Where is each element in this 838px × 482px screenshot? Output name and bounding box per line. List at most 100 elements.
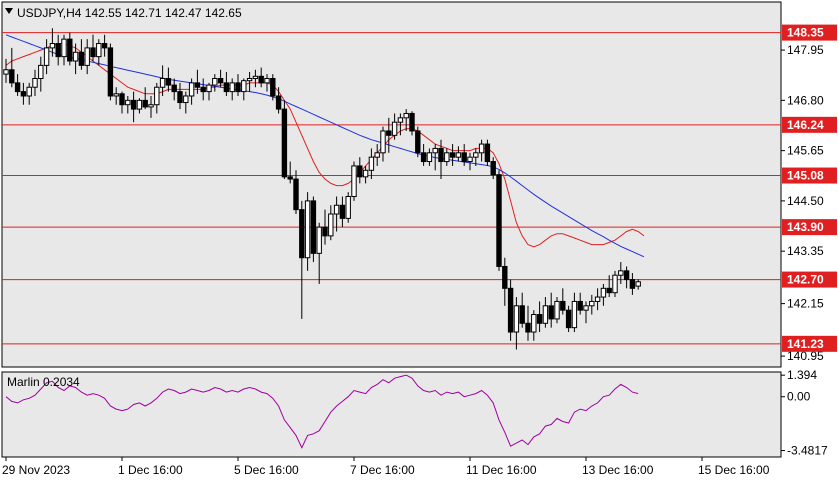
candle[interactable] — [177, 82, 183, 110]
candle[interactable] — [531, 310, 537, 341]
candle[interactable] — [107, 43, 114, 101]
candle[interactable] — [438, 139, 444, 180]
candle[interactable] — [61, 34, 67, 66]
candle[interactable] — [84, 39, 90, 75]
candle[interactable] — [380, 126, 386, 162]
candle[interactable] — [386, 117, 392, 153]
oscillator-plot-area[interactable] — [1, 371, 782, 458]
candle[interactable] — [333, 196, 340, 232]
candle[interactable] — [519, 292, 525, 328]
candle[interactable] — [345, 192, 351, 223]
candle[interactable] — [594, 288, 601, 311]
candle[interactable] — [246, 71, 253, 92]
candle[interactable] — [507, 279, 514, 341]
candle[interactable] — [90, 34, 96, 62]
candle[interactable] — [287, 161, 293, 184]
candle[interactable] — [623, 266, 630, 289]
symbol-dropdown-icon[interactable] — [5, 8, 13, 14]
candle[interactable] — [403, 109, 409, 131]
candle[interactable] — [525, 305, 531, 341]
candle[interactable] — [635, 279, 641, 290]
candle[interactable] — [165, 67, 172, 92]
candle[interactable] — [200, 78, 206, 101]
candle[interactable] — [536, 301, 543, 333]
candle[interactable] — [241, 78, 247, 101]
candle[interactable] — [206, 82, 212, 101]
candle[interactable] — [258, 67, 264, 88]
candle[interactable] — [67, 32, 73, 66]
candle[interactable] — [542, 297, 549, 328]
candle[interactable] — [554, 297, 560, 324]
candle[interactable] — [461, 144, 467, 166]
candle[interactable] — [600, 283, 607, 306]
candle[interactable] — [55, 34, 61, 66]
main-plot-area[interactable] — [1, 1, 782, 368]
candle[interactable] — [125, 95, 131, 114]
candle[interactable] — [490, 157, 496, 180]
candle[interactable] — [583, 301, 589, 324]
candle[interactable] — [223, 71, 230, 96]
candle[interactable] — [455, 146, 462, 162]
candle[interactable] — [293, 170, 299, 215]
candle[interactable] — [159, 65, 166, 96]
candle[interactable] — [565, 305, 572, 333]
candle[interactable] — [612, 270, 618, 298]
candle[interactable] — [548, 292, 554, 328]
candle[interactable] — [304, 192, 311, 271]
candle[interactable] — [322, 209, 328, 245]
candle[interactable] — [397, 113, 404, 136]
candle[interactable] — [32, 69, 38, 96]
candle[interactable] — [467, 152, 473, 171]
candle[interactable] — [299, 200, 305, 319]
candle[interactable] — [49, 28, 56, 57]
candle[interactable] — [14, 74, 21, 96]
candle[interactable] — [351, 161, 357, 201]
candle[interactable] — [217, 69, 224, 88]
candle[interactable] — [154, 82, 160, 114]
candle[interactable] — [235, 74, 241, 96]
candle[interactable] — [130, 91, 137, 123]
candle[interactable] — [415, 126, 421, 158]
candle[interactable] — [502, 257, 508, 306]
candle[interactable] — [618, 262, 624, 284]
candle[interactable] — [3, 58, 9, 83]
candle[interactable] — [513, 297, 520, 350]
candle[interactable] — [142, 87, 148, 110]
candle[interactable] — [252, 69, 259, 88]
candle[interactable] — [38, 56, 44, 92]
candle[interactable] — [310, 196, 317, 263]
candle[interactable] — [606, 275, 612, 298]
candle[interactable] — [368, 148, 375, 180]
candle[interactable] — [212, 74, 218, 92]
candle[interactable] — [629, 273, 636, 295]
candle[interactable] — [20, 82, 27, 105]
candle[interactable] — [560, 288, 566, 315]
candle[interactable] — [374, 144, 380, 166]
candle[interactable] — [113, 87, 119, 105]
candle[interactable] — [264, 74, 270, 92]
candle[interactable] — [72, 43, 79, 75]
candle[interactable] — [589, 294, 595, 315]
candle[interactable] — [148, 95, 154, 118]
candle[interactable] — [339, 196, 346, 228]
candle[interactable] — [101, 34, 108, 57]
candle[interactable] — [188, 78, 195, 105]
candle[interactable] — [426, 148, 433, 166]
candle[interactable] — [78, 39, 85, 70]
candle[interactable] — [496, 170, 502, 271]
candle[interactable] — [171, 78, 177, 101]
candle[interactable] — [136, 98, 143, 114]
candle[interactable] — [420, 144, 427, 166]
candle[interactable] — [183, 91, 189, 114]
candle[interactable] — [229, 78, 235, 101]
candle[interactable] — [9, 47, 15, 88]
candle[interactable] — [328, 205, 334, 241]
candle[interactable] — [484, 139, 491, 166]
candle[interactable] — [362, 165, 369, 184]
candle[interactable] — [449, 144, 456, 166]
candle[interactable] — [43, 39, 50, 75]
candle[interactable] — [119, 91, 125, 114]
candle[interactable] — [316, 222, 322, 284]
candle[interactable] — [577, 292, 583, 315]
